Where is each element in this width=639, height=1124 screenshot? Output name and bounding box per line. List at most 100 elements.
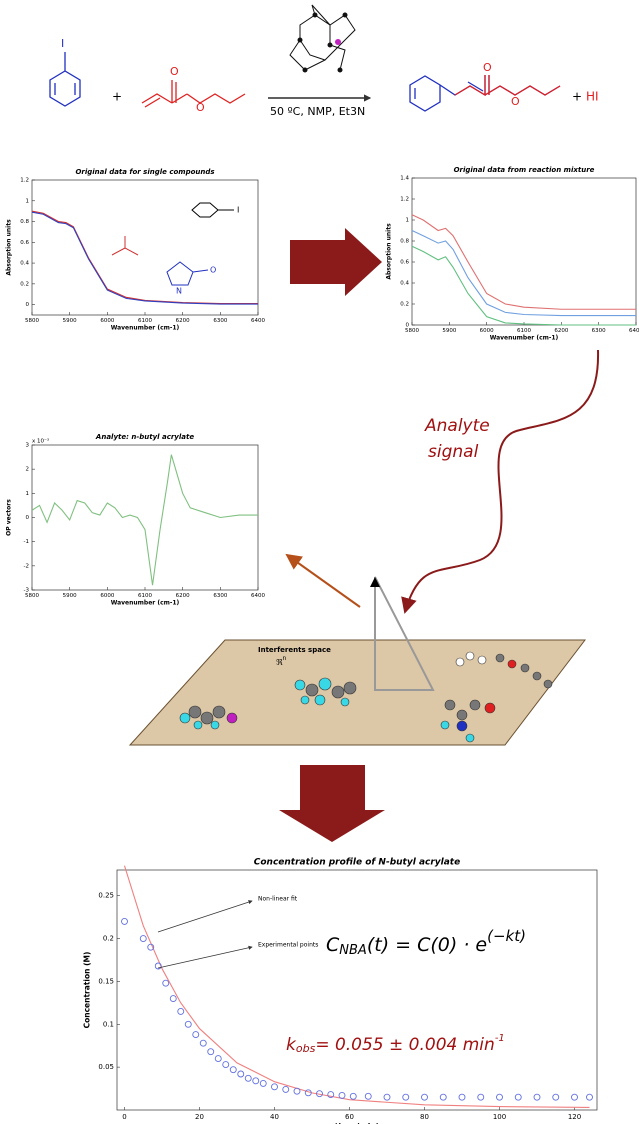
data-point (178, 1008, 184, 1014)
x-tick-label: 6100 (138, 593, 152, 599)
x-tick-label: 6100 (138, 318, 152, 324)
figure: I + O O 50 ºC, NMP, Et3N O O + HI I O N … (0, 0, 639, 1124)
x-tick-label: 6300 (213, 318, 227, 324)
y-tick-label: 0.6 (20, 240, 29, 246)
y-tick-label: -1 (24, 539, 29, 545)
x-axis-label: Wavenumber (cm-1) (111, 600, 180, 607)
x-tick-label: 6400 (629, 328, 639, 334)
y-tick-label: 0 (406, 323, 410, 329)
eq-rhs: (t) = C(0) · e (367, 934, 487, 956)
catalyst (290, 5, 355, 72)
y-tick-label: 0.15 (98, 977, 114, 985)
data-point (440, 1094, 446, 1100)
data-point (339, 1092, 345, 1098)
y-tick-label: 0 (26, 515, 30, 521)
y-tick-label: 0.6 (400, 260, 409, 266)
data-point (245, 1075, 251, 1081)
x-tick-label: 6000 (100, 318, 114, 324)
y-axis-label: Absorption units (385, 223, 392, 280)
data-point (230, 1067, 236, 1073)
data-point (260, 1080, 266, 1086)
data-point (253, 1078, 259, 1084)
data-line (32, 211, 258, 303)
data-point (170, 996, 176, 1002)
data-line (412, 231, 636, 316)
data-point (223, 1062, 229, 1068)
plus: + (112, 90, 122, 104)
data-point (294, 1088, 300, 1094)
x-tick-label: 0 (122, 1113, 126, 1121)
projection-arrow (287, 555, 360, 607)
x-tick-label: 100 (493, 1113, 506, 1121)
data-point (422, 1094, 428, 1100)
data-point (553, 1094, 559, 1100)
k-sub: obs (296, 1042, 316, 1055)
y-tick-label: 0.2 (400, 302, 409, 308)
y-tick-label: 1.2 (20, 178, 29, 184)
iodine-label: I (61, 37, 64, 50)
product-ester (455, 75, 560, 95)
x-tick-label: 5900 (442, 328, 456, 334)
y-tick-label: 1 (26, 491, 30, 497)
x-tick-label: 6200 (176, 318, 190, 324)
data-point (572, 1094, 578, 1100)
x-tick-label: 6000 (480, 328, 494, 334)
plot-area (412, 178, 636, 325)
y-tick-label: 1 (406, 218, 410, 224)
carbonyl-label: O (170, 65, 179, 78)
x-tick-label: 6300 (592, 328, 606, 334)
y-tick-label: 0.1 (103, 1020, 114, 1028)
data-point (459, 1094, 465, 1100)
product-carbonyl: O (483, 61, 492, 74)
data-point (384, 1094, 390, 1100)
points-pointer (158, 947, 252, 968)
y-tick-label: -2 (24, 563, 29, 569)
data-point (587, 1094, 593, 1100)
x-tick-label: 5800 (25, 593, 39, 599)
data-point (200, 1040, 206, 1046)
iodobenzene-bonds (55, 83, 75, 95)
equation: CNBA(t) = C(0) · e(−kt) (326, 927, 526, 958)
fit-label: Non-linear fit (258, 896, 298, 903)
plot-area (32, 180, 258, 315)
y-axis-label: OP vectors (5, 499, 12, 536)
y-tick-label: 0.4 (400, 281, 409, 287)
data-point (208, 1049, 214, 1055)
mol-i: I (237, 206, 239, 215)
x-tick-label: 6100 (517, 328, 531, 334)
y-tick-label: 0.2 (20, 281, 29, 287)
data-point (122, 918, 128, 924)
product-ester-o: O (511, 95, 520, 108)
rate-constant: kobs= 0.055 ± 0.004 min-1 (286, 1033, 505, 1055)
y-tick-label: 0 (26, 302, 30, 308)
data-point (163, 980, 169, 986)
ester-label: O (196, 101, 205, 114)
x-tick-label: 6000 (100, 593, 114, 599)
data-point (215, 1056, 221, 1062)
data-point (185, 1021, 191, 1027)
data-point (478, 1094, 484, 1100)
y-tick-label: -3 (24, 588, 30, 594)
data-point (193, 1032, 199, 1038)
y-axis-label: Absorption units (5, 219, 12, 276)
axis-multiplier: x 10⁻³ (32, 438, 49, 445)
x-tick-label: 5900 (63, 593, 77, 599)
y-tick-label: 2 (26, 467, 30, 473)
y-tick-label: 0.4 (20, 261, 29, 267)
data-line (32, 455, 258, 586)
y-tick-label: 0.8 (20, 219, 29, 225)
x-tick-label: 5900 (63, 318, 77, 324)
big-arrow-right (290, 228, 382, 296)
mol-n: N (176, 287, 182, 296)
eq-sup: (−kt) (487, 927, 526, 945)
data-line (412, 246, 636, 325)
x-axis-label: Wavenumber (cm-1) (111, 325, 180, 332)
x-tick-label: 40 (270, 1113, 279, 1121)
y-tick-label: 3 (26, 443, 30, 449)
x-tick-label: 60 (345, 1113, 354, 1121)
points-label: Experimental points (258, 942, 318, 949)
x-tick-label: 120 (568, 1113, 581, 1121)
plot-area (117, 870, 597, 1110)
data-point (238, 1071, 244, 1077)
y-tick-label: 0.8 (400, 239, 409, 245)
